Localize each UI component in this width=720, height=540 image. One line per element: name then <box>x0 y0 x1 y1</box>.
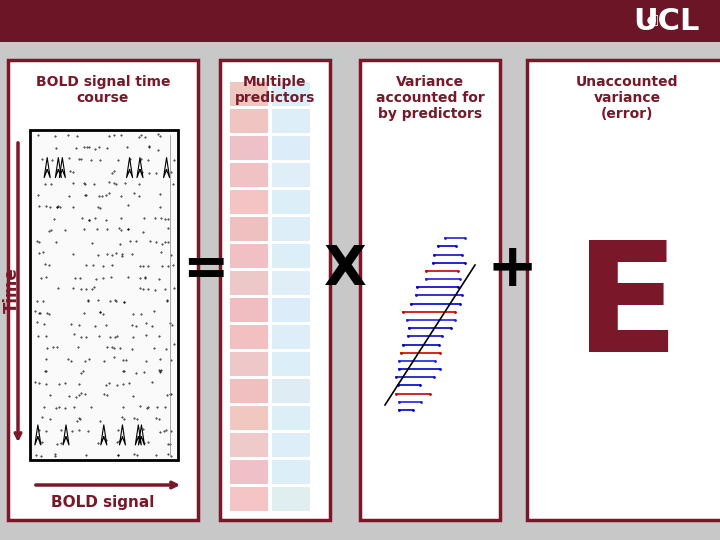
Text: Multiple
predictors: Multiple predictors <box>235 75 315 105</box>
Bar <box>230 298 268 322</box>
Bar <box>272 379 310 403</box>
Bar <box>272 352 310 376</box>
Bar <box>230 163 268 187</box>
Bar <box>527 60 720 520</box>
Bar <box>230 325 268 349</box>
Bar <box>220 60 330 520</box>
Bar <box>272 217 310 241</box>
Bar <box>272 406 310 430</box>
Bar <box>230 271 268 295</box>
Bar <box>230 487 268 511</box>
Text: BOLD signal: BOLD signal <box>51 496 155 510</box>
Text: ⚾: ⚾ <box>650 14 657 26</box>
Bar <box>8 60 198 520</box>
Bar <box>272 298 310 322</box>
Bar <box>360 60 500 520</box>
Text: =: = <box>181 243 228 297</box>
Text: UCL: UCL <box>634 6 700 36</box>
Text: E: E <box>575 235 679 384</box>
Bar <box>230 379 268 403</box>
Text: Unaccounted
variance
(error): Unaccounted variance (error) <box>576 75 678 122</box>
Bar <box>272 460 310 484</box>
Bar <box>230 136 268 160</box>
Bar <box>230 109 268 133</box>
Bar <box>230 460 268 484</box>
Text: Variance
accounted for
by predictors: Variance accounted for by predictors <box>376 75 485 122</box>
Bar <box>30 130 178 460</box>
Text: X: X <box>323 243 366 297</box>
Bar <box>230 190 268 214</box>
Text: BOLD signal time
course: BOLD signal time course <box>36 75 170 105</box>
Bar <box>230 352 268 376</box>
Bar <box>230 244 268 268</box>
Text: +: + <box>487 240 538 300</box>
Bar <box>272 244 310 268</box>
Bar <box>272 82 310 106</box>
Bar <box>230 82 268 106</box>
Bar <box>272 433 310 457</box>
Text: Time: Time <box>3 267 21 313</box>
Bar <box>272 271 310 295</box>
Bar <box>272 136 310 160</box>
Bar <box>0 0 720 42</box>
Bar <box>230 433 268 457</box>
Bar <box>272 325 310 349</box>
Bar <box>272 109 310 133</box>
Bar <box>230 406 268 430</box>
Bar <box>272 190 310 214</box>
Bar <box>272 487 310 511</box>
Bar <box>272 163 310 187</box>
Bar <box>230 217 268 241</box>
